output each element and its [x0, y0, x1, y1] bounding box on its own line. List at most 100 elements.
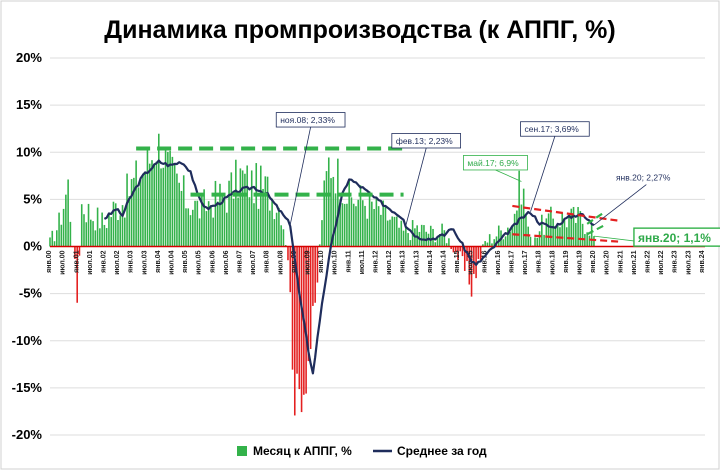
- x-tick-label: янв.02: [101, 250, 108, 272]
- bar: [219, 183, 221, 247]
- y-tick-label: -10%: [12, 333, 43, 348]
- bar: [121, 205, 124, 247]
- bar: [101, 212, 103, 247]
- x-tick-label: янв.22: [644, 250, 651, 272]
- bar: [504, 236, 507, 247]
- bar: [60, 224, 63, 247]
- bar: [207, 201, 210, 247]
- bar: [445, 243, 448, 247]
- bar: [316, 246, 319, 283]
- bar: [212, 217, 214, 247]
- bar: [133, 177, 135, 247]
- bar: [110, 217, 112, 247]
- x-tick-label: янв.06: [209, 250, 216, 272]
- bar: [543, 234, 545, 247]
- bar: [323, 180, 326, 247]
- y-tick-label: -20%: [12, 427, 43, 442]
- bar: [271, 198, 273, 247]
- bar: [325, 171, 328, 247]
- bar: [568, 216, 570, 247]
- bar: [346, 203, 348, 247]
- bar: [359, 185, 362, 247]
- bar: [341, 203, 344, 247]
- bar: [400, 220, 403, 247]
- bar: [264, 176, 267, 247]
- bar: [305, 246, 307, 394]
- x-tick-label: июл.05: [196, 250, 203, 274]
- annotation-label: ноя.08; 2,33%: [280, 115, 335, 125]
- x-tick-label: янв.19: [563, 250, 570, 272]
- bar: [493, 239, 496, 247]
- bar: [291, 246, 294, 370]
- bar: [454, 246, 457, 253]
- bar: [495, 236, 498, 247]
- bar-series: [49, 133, 595, 416]
- bar: [332, 176, 335, 247]
- bar: [221, 194, 224, 247]
- bar: [459, 246, 462, 252]
- bar: [509, 231, 511, 247]
- x-tick-label: янв.14: [427, 250, 434, 272]
- bar: [486, 242, 489, 247]
- annotation-box: [633, 227, 720, 247]
- bar: [434, 242, 437, 247]
- x-tick-label: янв.04: [155, 250, 162, 272]
- y-tick-label: -5%: [19, 286, 43, 301]
- bar: [565, 227, 568, 247]
- bar: [588, 235, 591, 247]
- x-tick-label: июл.10: [332, 250, 339, 274]
- bar: [49, 237, 51, 247]
- annotation-label: фев.13; 2,23%: [396, 136, 453, 146]
- annotation-leader: [405, 147, 427, 226]
- x-tick-label: янв.01: [73, 250, 80, 272]
- bar: [262, 188, 264, 247]
- x-tick-label: июл.02: [114, 250, 121, 274]
- bar: [246, 165, 248, 247]
- bar: [119, 215, 122, 247]
- bar: [352, 203, 355, 247]
- bar: [137, 187, 140, 247]
- bar: [244, 173, 246, 247]
- bar: [164, 150, 167, 247]
- bar: [146, 149, 149, 247]
- bar: [389, 219, 391, 247]
- bar: [232, 198, 235, 247]
- x-tick-label: июл.11: [359, 250, 366, 274]
- bar: [334, 193, 337, 247]
- bar: [287, 246, 289, 261]
- bar: [314, 246, 316, 303]
- x-tick-label: янв.03: [128, 250, 135, 272]
- bar: [148, 163, 151, 247]
- annotation-leader: [289, 126, 312, 225]
- bar: [108, 214, 110, 247]
- bar: [586, 232, 588, 247]
- bar: [395, 216, 398, 247]
- y-tick-label: 15%: [16, 97, 42, 112]
- bar: [491, 243, 493, 247]
- x-tick-label: июл.14: [440, 250, 447, 274]
- annotation-box: [520, 121, 590, 137]
- bar: [273, 219, 276, 247]
- bar: [350, 197, 353, 247]
- bar: [364, 205, 366, 247]
- bar: [518, 170, 520, 247]
- x-tick-label: июл.13: [413, 250, 420, 274]
- bar: [196, 200, 199, 247]
- bar: [556, 224, 559, 247]
- bar: [355, 206, 357, 247]
- bar: [511, 226, 514, 247]
- bar: [552, 218, 554, 247]
- bar: [318, 244, 321, 247]
- annotation-box: [463, 155, 528, 171]
- bar: [339, 199, 341, 247]
- x-tick-label: янв.18: [536, 250, 543, 272]
- bar: [248, 197, 251, 247]
- bar: [241, 170, 244, 247]
- annotation-label: янв.20; 2,27%: [616, 173, 671, 183]
- bar: [78, 246, 81, 256]
- bar: [135, 160, 137, 247]
- bar: [99, 228, 101, 247]
- bar: [366, 218, 369, 247]
- bar: [155, 161, 158, 247]
